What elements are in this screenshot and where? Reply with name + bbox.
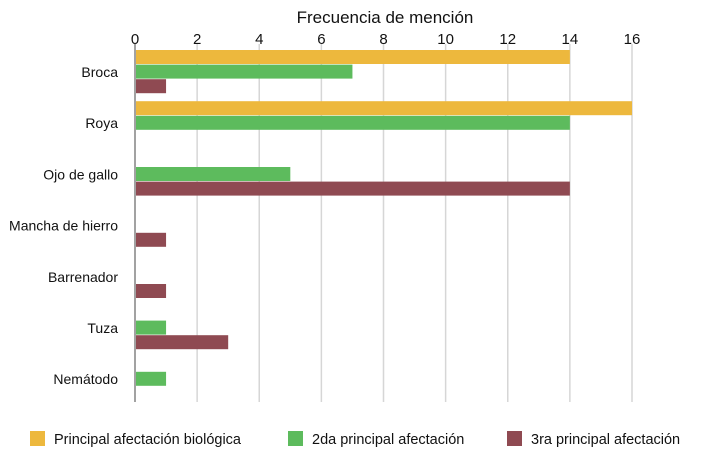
category-label: Barrenador	[48, 269, 118, 285]
legend-label: Principal afectación biológica	[54, 432, 242, 448]
bar-roya-series-2	[136, 115, 570, 130]
legend-swatch	[288, 431, 303, 446]
bar-roya-series-1	[136, 101, 632, 116]
legend-label: 3ra principal afectación	[531, 432, 680, 448]
category-label: Roya	[85, 115, 118, 131]
bar-barrenador-series-3	[136, 284, 167, 298]
x-tick-label: 14	[562, 31, 579, 48]
chart-title: Frecuencia de mención	[297, 8, 474, 27]
x-tick-label: 10	[437, 31, 454, 48]
bar-tuza-series-2	[136, 320, 167, 335]
legend-item: Principal afectación biológica	[30, 431, 242, 448]
bar-tuza-series-3	[136, 335, 229, 350]
category-label: Ojo de gallo	[43, 166, 118, 182]
x-tick-label: 8	[379, 31, 387, 48]
legend-swatch	[30, 431, 45, 446]
x-tick-label: 16	[624, 31, 641, 48]
x-tick-label: 4	[255, 31, 263, 48]
legend-item: 2da principal afectación	[288, 431, 464, 448]
x-tick-label: 0	[131, 31, 139, 48]
category-label: Mancha de hierro	[9, 218, 118, 234]
bar-broca-series-3	[136, 79, 167, 94]
bar-broca-series-1	[136, 50, 570, 64]
bar-nemátodo-series-2	[136, 371, 167, 386]
x-tick-label: 2	[193, 31, 201, 48]
legend-label: 2da principal afectación	[312, 432, 464, 448]
x-tick-label: 6	[317, 31, 325, 48]
legend-item: 3ra principal afectación	[507, 431, 680, 448]
x-tick-label: 12	[499, 31, 516, 48]
category-label: Tuza	[87, 320, 118, 336]
bar-mancha-de-hierro-series-3	[136, 232, 167, 247]
legend-swatch	[507, 431, 522, 446]
bar-ojo-de-gallo-series-3	[136, 181, 570, 196]
category-label: Broca	[81, 64, 118, 80]
category-label: Nemátodo	[53, 371, 118, 387]
bar-ojo-de-gallo-series-2	[136, 167, 291, 181]
bar-broca-series-2	[136, 64, 353, 79]
